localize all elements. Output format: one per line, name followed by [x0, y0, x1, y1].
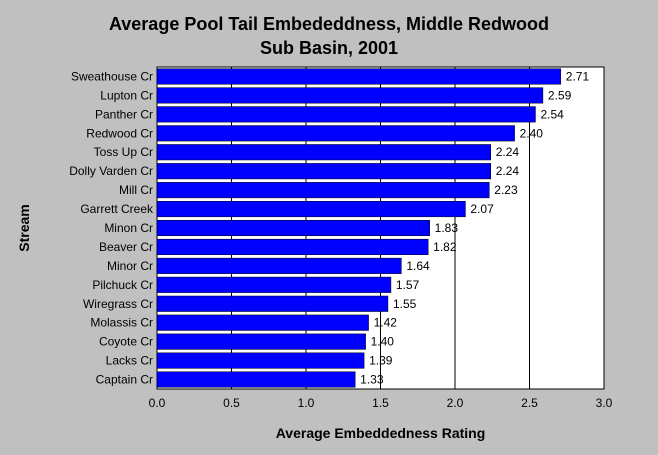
chart-title: Average Pool Tail Embededdness, Middle R… — [0, 12, 658, 60]
data-label: 1.82 — [433, 240, 457, 254]
bar — [156, 106, 536, 123]
bar — [156, 201, 466, 218]
data-label: 2.59 — [548, 88, 572, 102]
data-label: 1.83 — [435, 221, 459, 235]
data-label: 2.54 — [540, 107, 564, 121]
category-label: Captain Cr — [96, 373, 153, 387]
x-tick-label: 2.0 — [447, 396, 464, 410]
category-label: Redwood Cr — [86, 126, 153, 140]
bar — [156, 87, 544, 104]
category-label: Mill Cr — [119, 183, 153, 197]
bar — [156, 257, 402, 274]
data-label: 2.07 — [470, 202, 494, 216]
category-label: Sweathouse Cr — [71, 69, 153, 83]
data-label: 2.40 — [520, 126, 544, 140]
category-label: Beaver Cr — [99, 240, 153, 254]
bar — [156, 352, 365, 369]
data-label: 2.24 — [496, 164, 520, 178]
category-label: Lacks Cr — [106, 354, 153, 368]
category-label: Minor Cr — [107, 259, 153, 273]
x-tick-label: 0.0 — [149, 396, 166, 410]
bar — [156, 68, 562, 85]
category-label: Molassis Cr — [90, 316, 153, 330]
data-label: 2.71 — [566, 69, 590, 83]
data-label: 1.55 — [393, 297, 417, 311]
data-label: 1.33 — [360, 373, 384, 387]
category-label: Toss Up Cr — [94, 145, 153, 159]
category-label: Garrett Creek — [80, 202, 154, 216]
category-label: Panther Cr — [95, 107, 153, 121]
data-label: 1.64 — [406, 259, 430, 273]
bar — [156, 163, 492, 180]
x-tick-label: 1.5 — [372, 396, 389, 410]
category-label: Coyote Cr — [99, 335, 153, 349]
data-label: 1.40 — [371, 335, 395, 349]
category-label: Dolly Varden Cr — [69, 164, 153, 178]
bar — [156, 182, 490, 199]
bar — [156, 314, 369, 331]
category-label: Lupton Cr — [100, 88, 153, 102]
bar — [156, 238, 429, 255]
category-label: Minon Cr — [104, 221, 153, 235]
chart-title-line-1: Average Pool Tail Embededdness, Middle R… — [108, 14, 550, 34]
data-label: 2.24 — [496, 145, 520, 159]
bar — [156, 219, 430, 237]
bar — [156, 295, 389, 312]
bar — [156, 333, 366, 350]
bar — [156, 125, 515, 142]
x-tick-label: 3.0 — [596, 396, 613, 410]
category-label: Pilchuck Cr — [92, 278, 153, 292]
chart-title-line-2: Sub Basin, 2001 — [259, 38, 399, 58]
bar — [156, 144, 492, 161]
data-label: 1.39 — [369, 354, 393, 368]
x-tick-label: 1.0 — [298, 396, 315, 410]
bar — [156, 371, 356, 388]
x-tick-label: 0.5 — [223, 396, 240, 410]
data-label: 1.42 — [374, 316, 398, 330]
data-label: 1.57 — [396, 278, 420, 292]
data-label: 2.23 — [494, 183, 518, 197]
x-axis-label: Average Embeddedness Rating — [275, 425, 486, 441]
category-label: Wiregrass Cr — [83, 297, 153, 311]
bar — [156, 276, 392, 293]
x-tick-label: 2.5 — [521, 396, 538, 410]
